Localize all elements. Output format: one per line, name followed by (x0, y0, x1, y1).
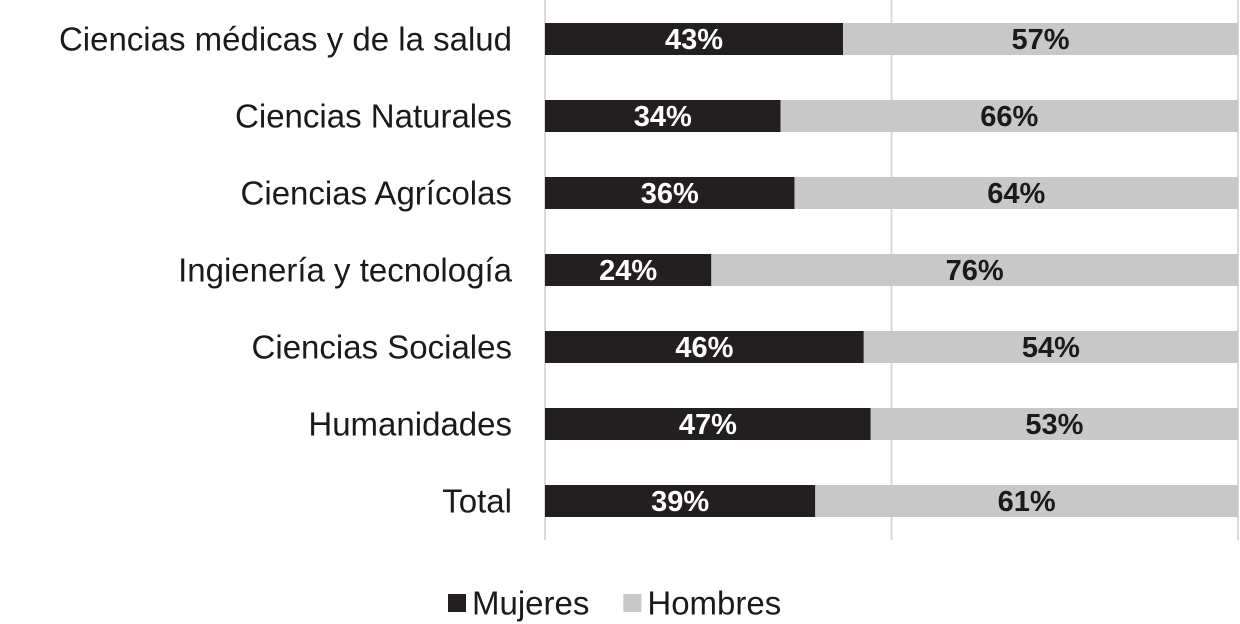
y-tick-label: Ciencias Naturales (235, 98, 512, 135)
bar-segment (545, 100, 781, 132)
bar-segment (545, 331, 864, 363)
data-label: 66% (980, 101, 1038, 133)
bar-segment (545, 408, 871, 440)
bar-segment (545, 177, 795, 209)
data-label: 39% (651, 486, 709, 518)
legend-label: Hombres (647, 585, 781, 622)
y-tick-label: Ciencias Agrícolas (241, 175, 512, 212)
legend-swatch (623, 594, 642, 612)
bar-segment (842, 23, 1238, 55)
y-tick-label: Ingienería y tecnología (178, 252, 513, 289)
bar-segment (545, 485, 816, 517)
data-label: 76% (946, 255, 1004, 287)
y-tick-label: Total (442, 483, 512, 520)
data-label: 46% (675, 332, 733, 364)
bar-segment (815, 485, 1238, 517)
data-label: 61% (998, 486, 1056, 518)
bar-segment (545, 23, 843, 55)
data-label: 53% (1025, 409, 1083, 441)
y-tick-label: Humanidades (308, 406, 512, 443)
bar-segment (863, 331, 1238, 363)
legend-label: Mujeres (472, 585, 589, 622)
bar-segment (545, 254, 712, 286)
data-label: 57% (1011, 24, 1069, 56)
legend-swatch (448, 594, 466, 612)
data-label: 54% (1022, 332, 1080, 364)
data-label: 36% (641, 178, 699, 210)
y-tick-label: Ciencias Sociales (252, 329, 512, 366)
data-label: 47% (679, 409, 737, 441)
data-label: 64% (987, 178, 1045, 210)
bar-segment (780, 100, 1238, 132)
bar-segment (711, 254, 1238, 286)
data-label: 34% (634, 101, 692, 133)
y-tick-label: Ciencias médicas y de la salud (59, 21, 512, 58)
bar-segment (870, 408, 1238, 440)
bar-segment (794, 177, 1238, 209)
data-label: 43% (665, 24, 723, 56)
data-label: 24% (599, 255, 657, 287)
